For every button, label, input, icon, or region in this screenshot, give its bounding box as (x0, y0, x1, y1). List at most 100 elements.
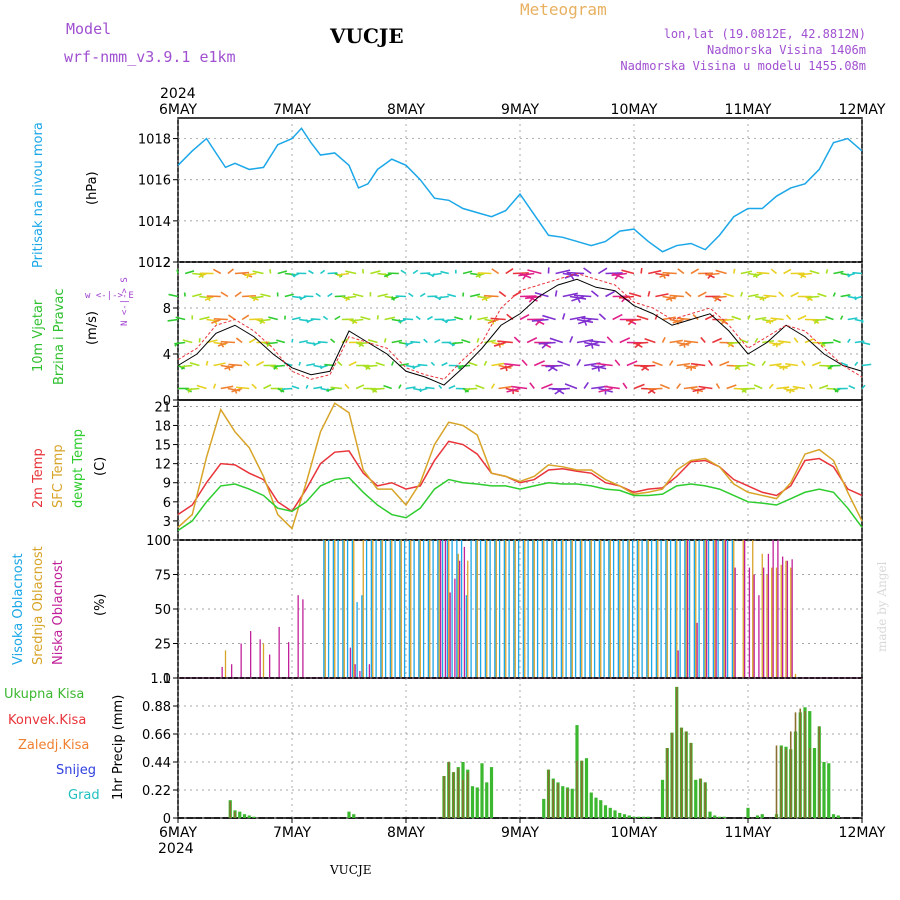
wind-arrow (854, 295, 863, 300)
wind-arrow (591, 364, 606, 370)
wind-arrow (655, 293, 669, 298)
wind-arrow (491, 362, 505, 367)
wind-arrow (500, 364, 514, 370)
precip-unit: 1hr Precip (mm) (111, 695, 126, 800)
wind-arrow (336, 272, 350, 277)
wind-arrow (205, 360, 209, 366)
wind-arrow (819, 364, 832, 367)
wind-arrow (505, 268, 514, 275)
wind-arrow (719, 360, 730, 367)
wind-arrow (612, 313, 623, 321)
wind-arrow (817, 292, 827, 298)
wind-arrow (825, 364, 833, 370)
precip-bar (457, 768, 460, 818)
wind-arrow (236, 386, 250, 390)
wind-arrow (383, 272, 393, 278)
wind-arrow (187, 387, 200, 391)
wind-arrow (785, 362, 798, 367)
wind-arrow (320, 269, 326, 275)
wind-arrow (462, 270, 473, 275)
precip-bar (247, 815, 251, 818)
wind-arrow (241, 314, 250, 321)
wind-arrow (588, 340, 606, 344)
precip-bar (489, 767, 494, 818)
y-tick-label: 1018 (138, 133, 171, 148)
y-tick-label: 12 (154, 458, 171, 473)
wind-arrow (712, 337, 723, 344)
wind-arrow (398, 318, 407, 323)
precip-bar (755, 815, 760, 818)
wind-arrow (621, 269, 635, 275)
y-tick-label: 3 (163, 515, 171, 530)
elevation: Nadmorska Visina 1406m (707, 43, 866, 57)
wind-arrow (647, 387, 663, 390)
wind-arrow (644, 338, 656, 344)
x-tick-label-bottom: 9MAY (501, 825, 539, 841)
wind-arrow (590, 342, 594, 349)
wind-arrow (545, 364, 563, 368)
wind-arrow (833, 387, 839, 393)
wind-arrow (447, 293, 457, 298)
wind-arrow (425, 386, 435, 390)
wind-arrow (778, 291, 785, 298)
wind-arrow (712, 295, 727, 299)
wind-arrow (769, 363, 782, 367)
wind-arrow (244, 272, 257, 277)
wind-arrow (605, 290, 616, 298)
wind-arrow (861, 341, 871, 346)
wind-arrow (662, 316, 676, 321)
wind-arrow (783, 268, 792, 275)
wind-arrow (345, 270, 357, 275)
wind-arrow (469, 293, 481, 298)
wind-arrow (402, 318, 414, 321)
wind-arrow (469, 315, 472, 320)
wind-arrow (669, 294, 684, 298)
wind-arrow (531, 318, 549, 322)
wind-arrow (648, 269, 662, 275)
wind-arrow (811, 318, 820, 325)
wind-arrow (538, 341, 556, 345)
y-tick-label: 1012 (138, 256, 171, 271)
panel-pressure: 1012 1014 1016 1018 (138, 117, 863, 271)
wind-arrow (228, 314, 236, 321)
wind-arrow (377, 293, 388, 298)
wind-arrow (234, 271, 250, 275)
x-tick-label-top: 12MAY (839, 102, 886, 118)
wind-arrow (573, 294, 592, 298)
product-title: Meteogram (520, 0, 607, 19)
wind-arrow (484, 339, 496, 344)
precip-bar (566, 788, 569, 818)
precip-bar (708, 811, 712, 818)
wind-arrow (412, 269, 419, 275)
wind-arrow (825, 315, 834, 321)
wind-arrow (506, 387, 521, 393)
wind-arrow (583, 382, 589, 389)
cloud-unit: (%) (93, 594, 108, 617)
wind-arrow (176, 269, 179, 274)
precip-bar (618, 812, 622, 818)
wind-arrow (761, 360, 766, 366)
y-tick-label: 12 (154, 256, 171, 271)
y-tick-label: 0.44 (142, 756, 171, 771)
precip-conv-label: Konvek.Kisa (8, 713, 86, 728)
low-cloud-label: Niska Oblacnost (51, 560, 66, 665)
wind-arrow (391, 361, 395, 366)
x-tick-label-bottom: 8MAY (387, 825, 425, 841)
precip-bar (229, 801, 232, 818)
wind-arrow (840, 361, 849, 367)
precip-bar (717, 816, 722, 818)
wind-arrow (577, 318, 592, 325)
wind-arrow (597, 267, 608, 275)
wind-arrow (622, 382, 628, 389)
wind-arrow (189, 361, 200, 367)
precip-hail-label: Grad (68, 788, 100, 803)
wind-arrow (330, 386, 342, 390)
pressure-unit: (hPa) (85, 171, 100, 205)
wind-arrow (337, 361, 343, 367)
wind-arrow (826, 387, 839, 391)
precip-bar (699, 778, 702, 818)
precip-bar (584, 758, 589, 818)
wind-arrow (752, 272, 763, 278)
wind-arrow (861, 363, 872, 367)
wind-arrow (174, 341, 186, 345)
